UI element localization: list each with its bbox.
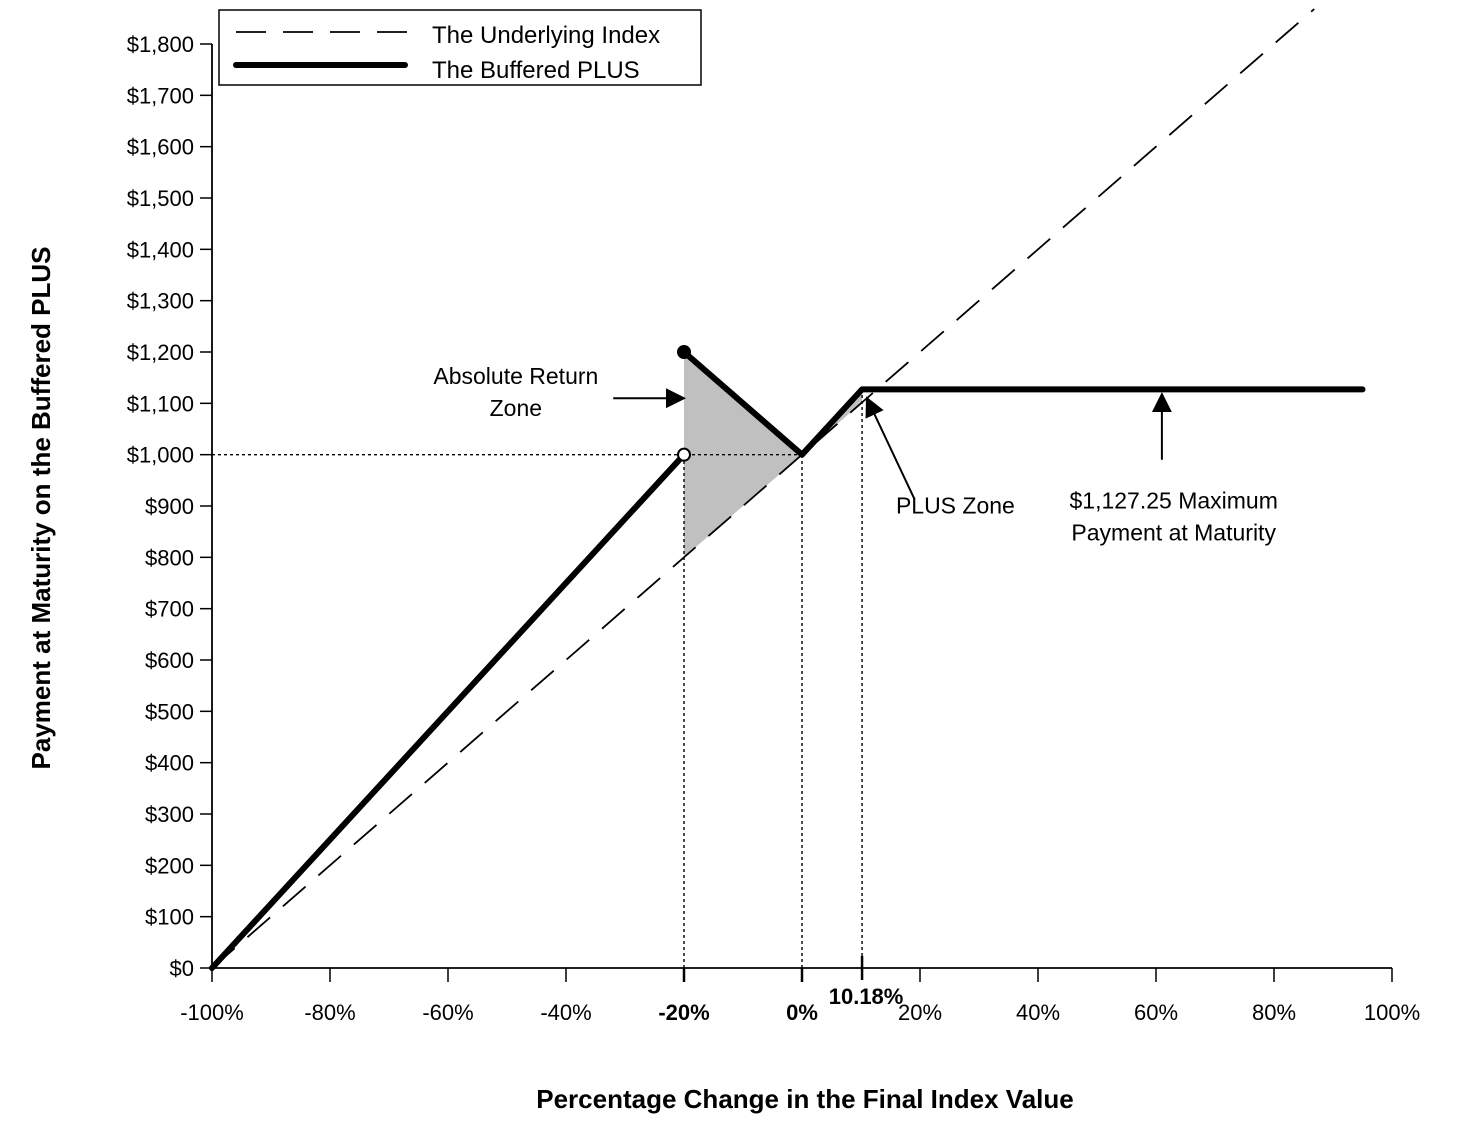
- y-tick-label: $100: [145, 905, 194, 930]
- y-tick-label: $1,600: [127, 135, 194, 160]
- y-tick-label: $1,200: [127, 340, 194, 365]
- marker-open: [677, 447, 691, 462]
- buffered-plus-segment-0: [209, 451, 687, 971]
- x-tick-label: 0%: [786, 1000, 818, 1025]
- underlying-index-line: [211, 8, 1315, 969]
- marker-filled: [677, 345, 691, 359]
- y-tick-label: $1,000: [127, 443, 194, 468]
- x-tick-label: 60%: [1134, 1000, 1178, 1025]
- x-tick-labels: -100% -80% -60% -40% -20% 0% 20% 40% 60% 80% 100% 1…: [180, 984, 1420, 1025]
- y-tick-label: $800: [145, 545, 194, 570]
- y-tick-label: $500: [145, 699, 194, 724]
- annotation-text-0: Absolute Return: [433, 363, 598, 389]
- y-tick-label: $1,700: [127, 83, 194, 108]
- y-tick-label: $0: [170, 956, 194, 981]
- y-tick-label: $200: [145, 853, 194, 878]
- shaded-region-layer: [684, 352, 863, 558]
- y-tick-label: $1,500: [127, 186, 194, 211]
- axes: [200, 43, 1393, 982]
- x-tick-label: -60%: [422, 1000, 473, 1025]
- shaded-zone: [684, 352, 863, 558]
- y-tick-labels: $0 $100 $200 $300 $400 $500 $600 $700 $800 $900 $1…: [127, 32, 194, 981]
- legend-box: [218, 9, 702, 86]
- x-tick-label: -100%: [180, 1000, 244, 1025]
- annotation-text-2: $1,127.25 Maximum: [1070, 488, 1278, 514]
- x-axis-title: Percentage Change in the Final Index Val…: [536, 1084, 1073, 1114]
- y-tick-label: $1,300: [127, 289, 194, 314]
- y-axis-title: Payment at Maturity on the Buffered PLUS: [26, 247, 56, 770]
- x-tick-label: 80%: [1252, 1000, 1296, 1025]
- y-tick-label: $1,100: [127, 391, 194, 416]
- x-tick-label: -80%: [304, 1000, 355, 1025]
- x-tick-label: -20%: [658, 1000, 709, 1025]
- y-tick-label: $400: [145, 751, 194, 776]
- x-tick-label: -40%: [540, 1000, 591, 1025]
- legend-label-underlying-index: The Underlying Index: [432, 22, 660, 49]
- x-tick-label: 20%: [898, 1000, 942, 1025]
- annotation-text-1: PLUS Zone: [896, 493, 1015, 519]
- x-tick-label: 100%: [1364, 1000, 1420, 1025]
- x-special-tick-label: 10.18%: [829, 984, 904, 1009]
- markers-layer: [677, 345, 691, 462]
- series-underlying-index: [211, 8, 1315, 969]
- annotation-text-2: Payment at Maturity: [1071, 520, 1276, 546]
- legend-label-buffered-plus: The Buffered PLUS: [432, 57, 640, 84]
- y-tick-label: $300: [145, 802, 194, 827]
- annotation-text-0: Zone: [490, 395, 542, 421]
- x-tick-label: 40%: [1016, 1000, 1060, 1025]
- y-tick-label: $700: [145, 597, 194, 622]
- y-tick-label: $1,800: [127, 32, 194, 57]
- y-tick-label: $600: [145, 648, 194, 673]
- legend: The Underlying Index The Buffered PLUS: [218, 9, 702, 86]
- y-tick-label: $1,400: [127, 237, 194, 262]
- series-buffered-plus: [209, 349, 1366, 971]
- annotations-layer: Absolute Return Zone PLUS Zone $1,127.25 Ma…: [433, 363, 1278, 546]
- y-tick-label: $900: [145, 494, 194, 519]
- reference-lines-layer: [212, 389, 863, 968]
- annotation-arrow-1: [865, 396, 916, 499]
- buffered-plus-segment-1: [681, 349, 1366, 458]
